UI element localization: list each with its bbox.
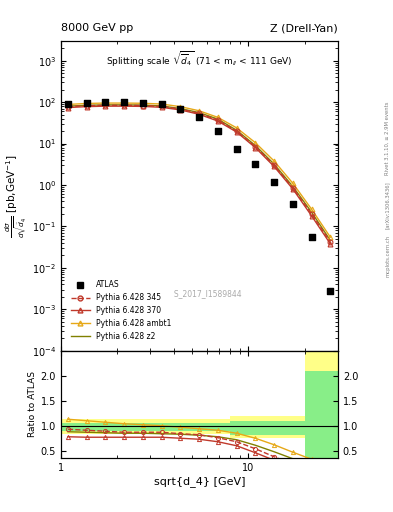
Text: Z (Drell-Yan): Z (Drell-Yan) <box>270 23 338 33</box>
Point <box>102 98 108 106</box>
Point <box>252 160 259 168</box>
Point <box>327 287 334 295</box>
Point <box>309 233 315 241</box>
Point <box>196 113 202 121</box>
Point <box>177 104 184 113</box>
Text: [arXiv:1306.3436]: [arXiv:1306.3436] <box>385 181 390 229</box>
Point <box>158 100 165 109</box>
Point <box>83 98 90 106</box>
Legend: ATLAS, Pythia 6.428 345, Pythia 6.428 370, Pythia 6.428 ambt1, Pythia 6.428 z2: ATLAS, Pythia 6.428 345, Pythia 6.428 37… <box>68 278 174 344</box>
Point <box>233 145 240 153</box>
X-axis label: sqrt{d_4} [GeV]: sqrt{d_4} [GeV] <box>154 476 245 487</box>
Text: Splitting scale $\sqrt{\overline{d}_4}$ (71 < m$_{ll}$ < 111 GeV): Splitting scale $\sqrt{\overline{d}_4}$ … <box>106 50 293 69</box>
Text: Rivet 3.1.10, ≥ 2.9M events: Rivet 3.1.10, ≥ 2.9M events <box>385 101 390 175</box>
Point <box>121 98 127 106</box>
Text: mcplots.cern.ch: mcplots.cern.ch <box>385 235 390 277</box>
Point <box>215 127 221 135</box>
Y-axis label: Ratio to ATLAS: Ratio to ATLAS <box>28 372 37 437</box>
Point <box>65 100 71 108</box>
Text: 8000 GeV pp: 8000 GeV pp <box>61 23 133 33</box>
Y-axis label: $\frac{d\sigma}{d\sqrt{\widetilde{d}_4}}$ [pb,GeV$^{-1}$]: $\frac{d\sigma}{d\sqrt{\widetilde{d}_4}}… <box>3 154 28 238</box>
Point <box>140 99 146 107</box>
Point <box>290 200 296 208</box>
Point <box>271 178 277 186</box>
Text: ATLAS_2017_I1589844: ATLAS_2017_I1589844 <box>156 289 243 298</box>
